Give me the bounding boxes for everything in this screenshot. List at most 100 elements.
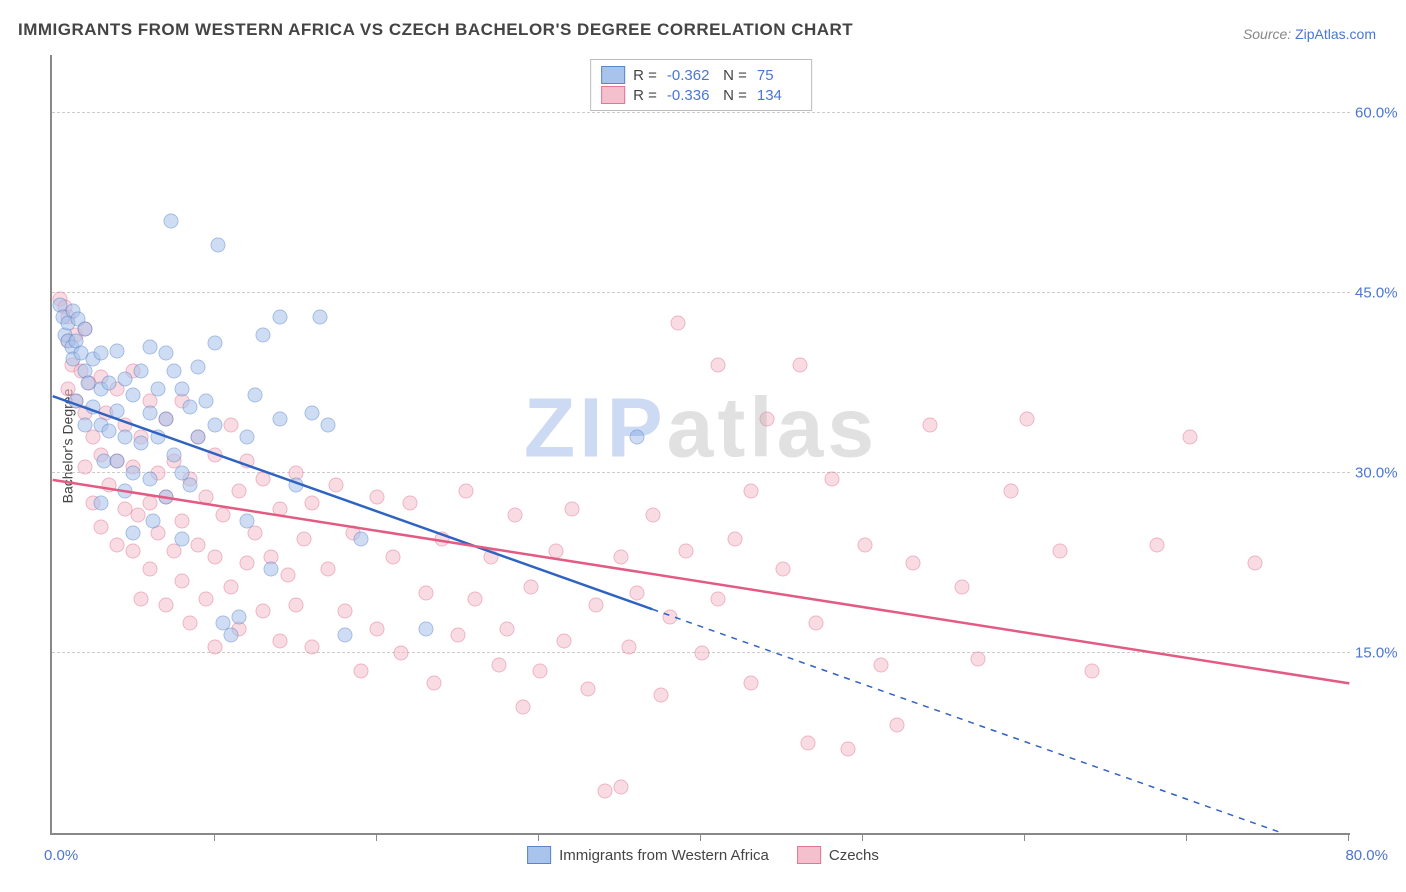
scatter-point-wafrica <box>142 472 157 487</box>
scatter-point-wafrica <box>126 388 141 403</box>
scatter-point-wafrica <box>110 343 125 358</box>
gridline-h <box>52 472 1350 473</box>
scatter-point-czechs <box>175 574 190 589</box>
scatter-point-czechs <box>955 580 970 595</box>
scatter-point-czechs <box>223 418 238 433</box>
scatter-point-czechs <box>1150 538 1165 553</box>
n-value-0: 75 <box>757 67 801 84</box>
scatter-point-czechs <box>711 592 726 607</box>
scatter-point-czechs <box>459 484 474 499</box>
scatter-point-wafrica <box>134 364 149 379</box>
scatter-point-czechs <box>207 550 222 565</box>
scatter-point-czechs <box>483 550 498 565</box>
scatter-point-czechs <box>370 622 385 637</box>
scatter-point-czechs <box>825 472 840 487</box>
correlation-legend: R = -0.362 N = 75 R = -0.336 N = 134 <box>590 59 812 111</box>
scatter-point-czechs <box>760 412 775 427</box>
scatter-point-wafrica <box>93 496 108 511</box>
scatter-point-czechs <box>296 532 311 547</box>
scatter-point-czechs <box>183 616 198 631</box>
scatter-point-wafrica <box>163 214 178 229</box>
scatter-point-czechs <box>711 358 726 373</box>
scatter-point-czechs <box>646 508 661 523</box>
scatter-point-czechs <box>1247 556 1262 571</box>
scatter-point-czechs <box>1003 484 1018 499</box>
scatter-point-czechs <box>670 316 685 331</box>
scatter-point-wafrica <box>272 310 287 325</box>
scatter-point-wafrica <box>145 514 160 529</box>
scatter-point-wafrica <box>158 346 173 361</box>
scatter-point-czechs <box>134 592 149 607</box>
legend-row-series-0: R = -0.362 N = 75 <box>601 66 801 84</box>
scatter-point-wafrica <box>240 430 255 445</box>
scatter-point-czechs <box>337 604 352 619</box>
scatter-point-wafrica <box>191 430 206 445</box>
scatter-point-czechs <box>158 598 173 613</box>
watermark: ZIPatlas <box>524 380 878 477</box>
scatter-point-wafrica <box>321 418 336 433</box>
scatter-point-wafrica <box>134 436 149 451</box>
scatter-point-czechs <box>800 736 815 751</box>
legend-label-1: Czechs <box>829 847 879 864</box>
scatter-point-czechs <box>841 742 856 757</box>
gridline-h <box>52 292 1350 293</box>
r-label-1: R = <box>633 87 657 104</box>
scatter-point-czechs <box>191 538 206 553</box>
scatter-point-czechs <box>857 538 872 553</box>
scatter-point-wafrica <box>183 400 198 415</box>
scatter-point-czechs <box>508 508 523 523</box>
scatter-point-czechs <box>435 532 450 547</box>
series-legend: Immigrants from Western Africa Czechs <box>527 846 879 864</box>
scatter-point-czechs <box>743 484 758 499</box>
scatter-point-wafrica <box>158 412 173 427</box>
source-label: Source: <box>1243 26 1291 42</box>
legend-swatch-bottom-1 <box>797 846 821 864</box>
scatter-point-czechs <box>565 502 580 517</box>
x-axis-max-label: 80.0% <box>1345 847 1388 864</box>
scatter-point-czechs <box>971 652 986 667</box>
scatter-point-czechs <box>353 664 368 679</box>
scatter-point-czechs <box>394 646 409 661</box>
y-tick-label: 60.0% <box>1355 105 1406 122</box>
scatter-point-czechs <box>556 634 571 649</box>
legend-swatch-bottom-0 <box>527 846 551 864</box>
x-tick <box>700 833 701 841</box>
scatter-point-wafrica <box>183 478 198 493</box>
scatter-point-czechs <box>451 628 466 643</box>
scatter-point-czechs <box>215 508 230 523</box>
scatter-point-wafrica <box>175 382 190 397</box>
scatter-point-czechs <box>288 598 303 613</box>
scatter-point-czechs <box>305 640 320 655</box>
scatter-point-wafrica <box>353 532 368 547</box>
scatter-point-wafrica <box>240 514 255 529</box>
scatter-point-wafrica <box>166 448 181 463</box>
scatter-point-wafrica <box>207 336 222 351</box>
scatter-point-czechs <box>524 580 539 595</box>
scatter-point-wafrica <box>231 610 246 625</box>
scatter-point-czechs <box>418 586 433 601</box>
scatter-point-wafrica <box>142 340 157 355</box>
scatter-point-czechs <box>630 586 645 601</box>
scatter-point-czechs <box>922 418 937 433</box>
scatter-point-wafrica <box>305 406 320 421</box>
source-attribution: Source: ZipAtlas.com <box>1243 26 1376 42</box>
scatter-point-wafrica <box>158 490 173 505</box>
scatter-point-czechs <box>199 490 214 505</box>
scatter-point-wafrica <box>223 628 238 643</box>
scatter-point-wafrica <box>256 328 271 343</box>
scatter-point-wafrica <box>175 532 190 547</box>
scatter-point-czechs <box>207 448 222 463</box>
scatter-point-wafrica <box>288 478 303 493</box>
scatter-point-czechs <box>792 358 807 373</box>
legend-row-series-1: R = -0.336 N = 134 <box>601 86 801 104</box>
scatter-point-czechs <box>1020 412 1035 427</box>
scatter-point-czechs <box>126 544 141 559</box>
x-tick <box>1186 833 1187 841</box>
scatter-point-czechs <box>131 508 146 523</box>
legend-label-0: Immigrants from Western Africa <box>559 847 769 864</box>
r-value-0: -0.362 <box>667 67 711 84</box>
scatter-point-czechs <box>678 544 693 559</box>
scatter-point-czechs <box>426 676 441 691</box>
scatter-point-czechs <box>581 682 596 697</box>
scatter-point-czechs <box>142 562 157 577</box>
